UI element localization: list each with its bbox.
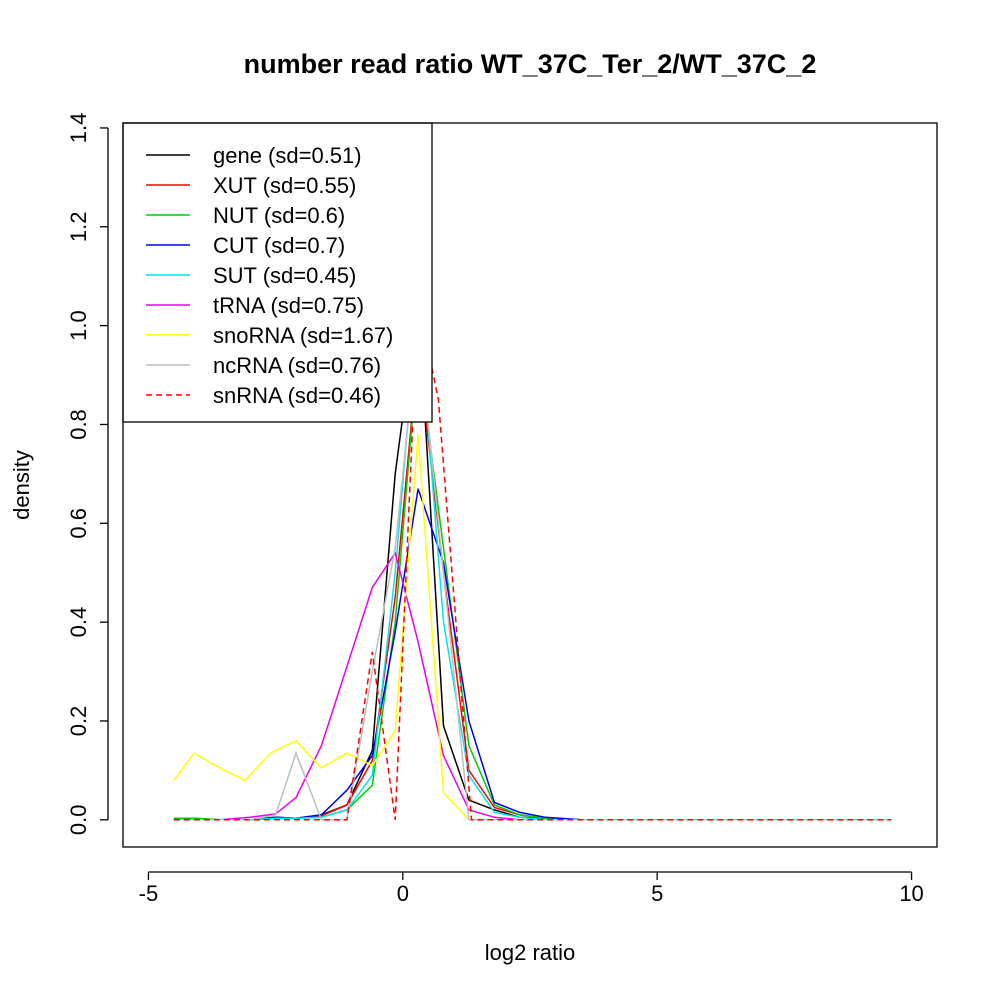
legend-label-8: snRNA (sd=0.46) [213, 383, 381, 408]
series-line-8 [173, 300, 892, 821]
y-tick-label-7: 1.4 [66, 113, 91, 144]
series-line-7 [173, 325, 892, 821]
legend-label-1: XUT (sd=0.55) [213, 173, 356, 198]
x-tick-label-3: 10 [899, 881, 923, 906]
x-tick-label-2: 5 [651, 881, 663, 906]
x-tick-label-0: -5 [139, 881, 159, 906]
legend-label-4: SUT (sd=0.45) [213, 263, 356, 288]
axes-layer: -5 0 5 10 0.0 0.2 0.4 0.6 0.8 1.0 1.2 1.4 [66, 113, 924, 906]
y-tick-label-4: 0.8 [66, 409, 91, 440]
x-tick-label-1: 0 [397, 881, 409, 906]
legend: gene (sd=0.51) XUT (sd=0.55) NUT (sd=0.6) C… [122, 122, 433, 423]
y-tick-label-0: 0.0 [66, 805, 91, 836]
legend-label-0: gene (sd=0.51) [213, 143, 362, 168]
legend-label-3: CUT (sd=0.7) [213, 233, 345, 258]
legend-label-5: tRNA (sd=0.75) [213, 293, 364, 318]
x-axis-label: log2 ratio [485, 940, 576, 965]
y-axis-label: density [9, 450, 34, 520]
y-tick-label-1: 0.2 [66, 706, 91, 737]
legend-label-2: NUT (sd=0.6) [213, 203, 345, 228]
legend-label-7: ncRNA (sd=0.76) [213, 353, 381, 378]
y-tick-label-3: 0.6 [66, 508, 91, 539]
series-layer [173, 300, 892, 821]
y-tick-label-5: 1.0 [66, 310, 91, 341]
y-tick-label-2: 0.4 [66, 607, 91, 638]
y-tick-label-6: 1.2 [66, 212, 91, 243]
chart-title: number read ratio WT_37C_Ter_2/WT_37C_2 [244, 49, 817, 79]
legend-label-6: snoRNA (sd=1.67) [213, 323, 393, 348]
plot-frame [122, 122, 938, 848]
legend-box [122, 122, 433, 423]
